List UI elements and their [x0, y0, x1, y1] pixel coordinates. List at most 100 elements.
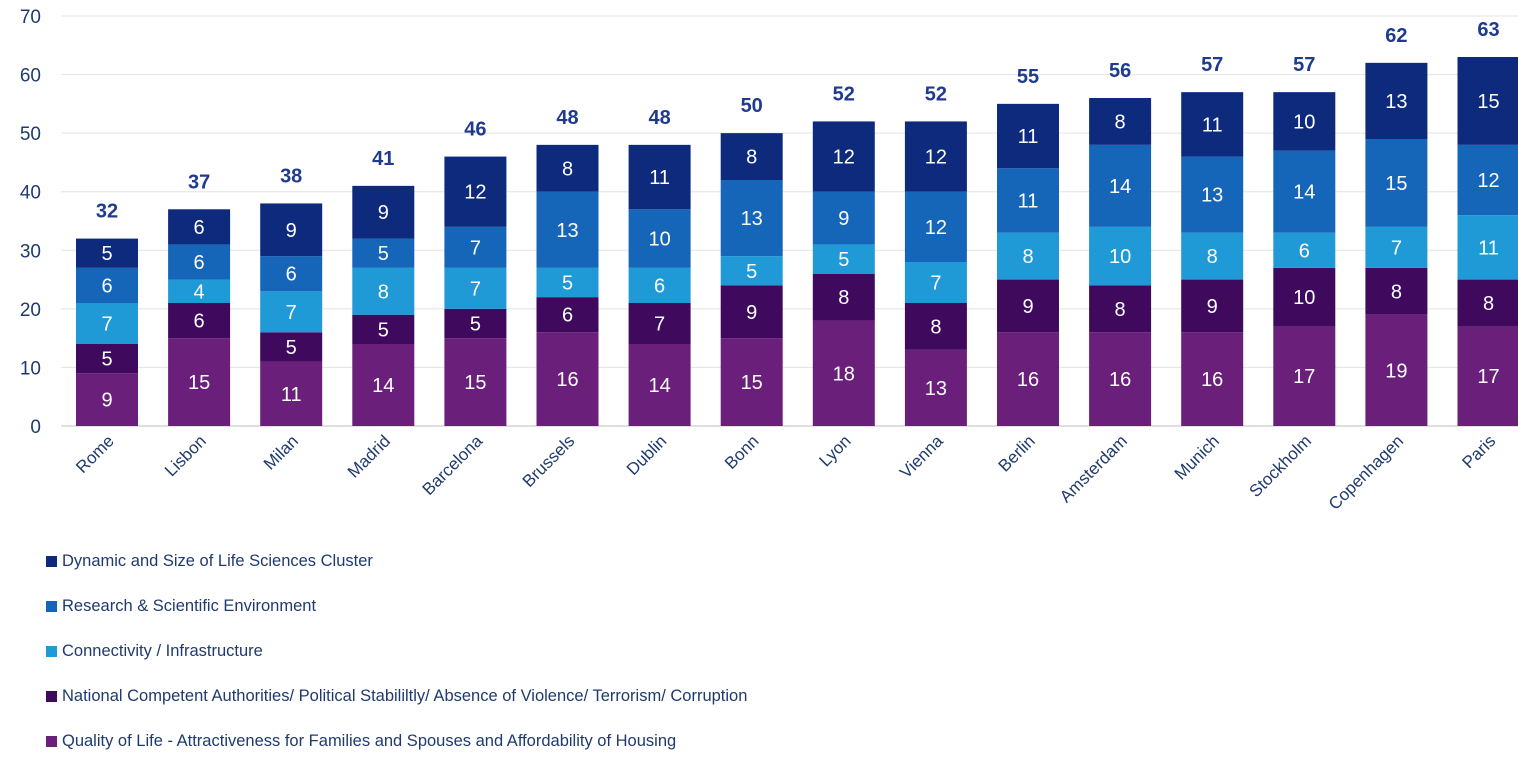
total-value-label: 62	[1385, 25, 1407, 47]
segment-value-label: 9	[1022, 296, 1033, 318]
segment-value-label: 10	[648, 229, 670, 251]
segment-value-label: 11	[1018, 126, 1039, 148]
chart-legend: Dynamic and Size of Life Sciences Cluste…	[46, 552, 747, 777]
total-value-label: 55	[1017, 66, 1039, 88]
legend-item: Connectivity / Infrastructure	[46, 642, 747, 660]
legend-item: National Competent Authorities/ Politica…	[46, 687, 747, 705]
x-tick-label: Paris	[1459, 431, 1500, 472]
legend-swatch	[46, 601, 57, 612]
legend-swatch	[46, 736, 57, 747]
segment-value-label: 8	[378, 281, 389, 303]
y-tick-label: 70	[20, 7, 41, 28]
legend-swatch	[46, 691, 57, 702]
segment-value-label: 5	[378, 319, 389, 341]
segment-value-label: 14	[372, 375, 394, 397]
segment-value-label: 14	[1109, 176, 1131, 198]
segment-value-label: 10	[1293, 111, 1315, 133]
y-tick-label: 60	[20, 66, 41, 87]
legend-item: Research & Scientific Environment	[46, 597, 747, 615]
legend-item: Quality of Life - Attractiveness for Fam…	[46, 732, 747, 750]
x-tick-label: Dublin	[623, 431, 671, 479]
segment-value-label: 6	[194, 217, 205, 239]
total-value-label: 32	[96, 201, 118, 223]
x-tick-label: Milan	[260, 431, 302, 473]
x-tick-label: Copenhagen	[1325, 431, 1407, 513]
y-tick-label: 40	[20, 183, 41, 204]
x-tick-label: Vienna	[896, 431, 947, 482]
segment-value-label: 13	[741, 208, 763, 230]
segment-value-label: 10	[1293, 287, 1315, 309]
segment-value-label: 5	[286, 337, 297, 359]
segment-value-label: 8	[562, 158, 573, 180]
segment-value-label: 11	[1018, 191, 1039, 213]
segment-value-label: 14	[648, 375, 670, 397]
segment-value-label: 8	[838, 287, 849, 309]
y-tick-label: 0	[30, 417, 41, 438]
legend-label: Connectivity / Infrastructure	[62, 642, 263, 661]
total-value-label: 38	[280, 165, 302, 187]
y-tick-label: 10	[20, 358, 41, 379]
segment-value-label: 9	[1207, 296, 1218, 318]
segment-value-label: 10	[1109, 246, 1131, 268]
total-value-label: 41	[372, 148, 394, 170]
x-tick-label: Munich	[1171, 431, 1223, 483]
segment-value-label: 7	[101, 314, 112, 336]
segment-value-label: 8	[746, 147, 757, 169]
legend-item: Dynamic and Size of Life Sciences Cluste…	[46, 552, 747, 570]
total-value-label: 48	[648, 107, 670, 129]
legend-swatch	[46, 646, 57, 657]
y-tick-label: 30	[20, 241, 41, 262]
segment-value-label: 6	[194, 252, 205, 274]
y-tick-label: 50	[20, 124, 41, 145]
x-tick-label: Stockholm	[1246, 431, 1316, 501]
segment-value-label: 9	[838, 208, 849, 230]
total-value-label: 57	[1293, 54, 1315, 76]
segment-value-label: 12	[925, 217, 947, 239]
total-value-label: 63	[1477, 19, 1499, 41]
segment-value-label: 6	[562, 305, 573, 327]
segment-value-label: 11	[1478, 237, 1499, 259]
segment-value-label: 15	[1385, 173, 1407, 195]
segment-value-label: 12	[464, 182, 486, 204]
legend-label: Quality of Life - Attractiveness for Fam…	[62, 732, 676, 751]
segment-value-label: 16	[1017, 369, 1039, 391]
segment-value-label: 6	[101, 275, 112, 297]
segment-value-label: 9	[378, 202, 389, 224]
segment-value-label: 17	[1477, 366, 1499, 388]
segment-value-label: 11	[281, 384, 302, 406]
segment-value-label: 9	[101, 390, 112, 412]
segment-value-label: 8	[1022, 246, 1033, 268]
segment-value-label: 13	[1201, 185, 1223, 207]
segment-value-label: 8	[1115, 111, 1126, 133]
segment-value-label: 5	[746, 261, 757, 283]
segment-value-label: 8	[1115, 299, 1126, 321]
segment-value-label: 15	[188, 372, 210, 394]
segment-value-label: 5	[562, 273, 573, 295]
segment-value-label: 8	[1207, 246, 1218, 268]
total-value-label: 57	[1201, 54, 1223, 76]
segment-value-label: 6	[654, 275, 665, 297]
segment-value-label: 18	[833, 363, 855, 385]
segment-value-label: 13	[1385, 91, 1407, 113]
segment-value-label: 7	[286, 302, 297, 324]
segment-value-label: 6	[194, 311, 205, 333]
segment-value-label: 9	[746, 302, 757, 324]
segment-value-label: 12	[1477, 170, 1499, 192]
segment-value-label: 14	[1293, 182, 1315, 204]
x-tick-label: Lisbon	[161, 431, 210, 480]
x-tick-label: Berlin	[995, 431, 1039, 475]
segment-value-label: 7	[930, 273, 941, 295]
segment-value-label: 15	[464, 372, 486, 394]
legend-label: National Competent Authorities/ Politica…	[62, 687, 747, 706]
segment-value-label: 6	[286, 264, 297, 286]
segment-value-label: 16	[556, 369, 578, 391]
segment-value-label: 7	[654, 314, 665, 336]
segment-value-label: 7	[470, 237, 481, 259]
segment-value-label: 16	[1109, 369, 1131, 391]
segment-value-label: 8	[930, 316, 941, 338]
total-value-label: 52	[925, 83, 947, 105]
segment-value-label: 5	[101, 243, 112, 265]
